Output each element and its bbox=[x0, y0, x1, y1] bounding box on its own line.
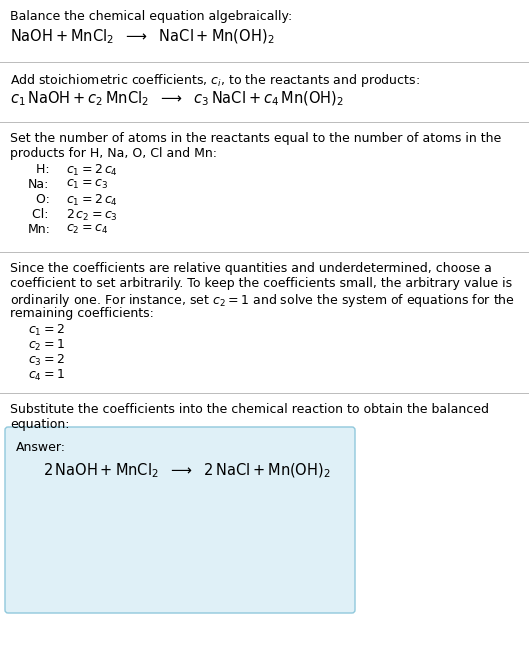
Text: O:: O: bbox=[28, 193, 50, 206]
Text: $c_1 = 2\,c_4$: $c_1 = 2\,c_4$ bbox=[66, 193, 118, 208]
Text: Set the number of atoms in the reactants equal to the number of atoms in the: Set the number of atoms in the reactants… bbox=[10, 132, 501, 145]
Text: $2\,c_2 = c_3$: $2\,c_2 = c_3$ bbox=[66, 208, 118, 223]
Text: $c_1\,\mathsf{NaOH} + c_2\,\mathsf{MnCl_2}$  $\longrightarrow$  $c_3\,\mathsf{Na: $c_1\,\mathsf{NaOH} + c_2\,\mathsf{MnCl_… bbox=[10, 90, 344, 109]
Text: $c_3 = 2$: $c_3 = 2$ bbox=[28, 353, 65, 368]
Text: Add stoichiometric coefficients, $c_i$, to the reactants and products:: Add stoichiometric coefficients, $c_i$, … bbox=[10, 72, 420, 89]
Text: $2\,\mathsf{NaOH + MnCl_2}$  $\longrightarrow$  $2\,\mathsf{NaCl + Mn(OH)_2}$: $2\,\mathsf{NaOH + MnCl_2}$ $\longrighta… bbox=[43, 462, 331, 481]
Text: $c_2 = 1$: $c_2 = 1$ bbox=[28, 338, 65, 353]
Text: coefficient to set arbitrarily. To keep the coefficients small, the arbitrary va: coefficient to set arbitrarily. To keep … bbox=[10, 277, 512, 290]
Text: $\mathsf{NaOH + MnCl_2}$  $\mathsf{\longrightarrow}$  $\mathsf{NaCl + Mn(OH)_2}$: $\mathsf{NaOH + MnCl_2}$ $\mathsf{\longr… bbox=[10, 28, 275, 47]
Text: equation:: equation: bbox=[10, 418, 69, 431]
Text: Since the coefficients are relative quantities and underdetermined, choose a: Since the coefficients are relative quan… bbox=[10, 262, 492, 275]
Text: Cl:: Cl: bbox=[28, 208, 49, 221]
Text: $c_2 = c_4$: $c_2 = c_4$ bbox=[66, 223, 108, 236]
Text: $c_4 = 1$: $c_4 = 1$ bbox=[28, 368, 65, 383]
Text: Balance the chemical equation algebraically:: Balance the chemical equation algebraica… bbox=[10, 10, 292, 23]
Text: Answer:: Answer: bbox=[16, 441, 66, 454]
Text: $c_1 = 2\,c_4$: $c_1 = 2\,c_4$ bbox=[66, 163, 118, 178]
Text: Substitute the coefficients into the chemical reaction to obtain the balanced: Substitute the coefficients into the che… bbox=[10, 403, 489, 416]
FancyBboxPatch shape bbox=[5, 427, 355, 613]
Text: products for H, Na, O, Cl and Mn:: products for H, Na, O, Cl and Mn: bbox=[10, 147, 217, 160]
Text: ordinarily one. For instance, set $c_2 = 1$ and solve the system of equations fo: ordinarily one. For instance, set $c_2 =… bbox=[10, 292, 515, 309]
Text: remaining coefficients:: remaining coefficients: bbox=[10, 307, 154, 320]
Text: Mn:: Mn: bbox=[28, 223, 51, 236]
Text: Na:: Na: bbox=[28, 178, 49, 191]
Text: $c_1 = c_3$: $c_1 = c_3$ bbox=[66, 178, 108, 191]
Text: $c_1 = 2$: $c_1 = 2$ bbox=[28, 323, 65, 338]
Text: H:: H: bbox=[28, 163, 50, 176]
